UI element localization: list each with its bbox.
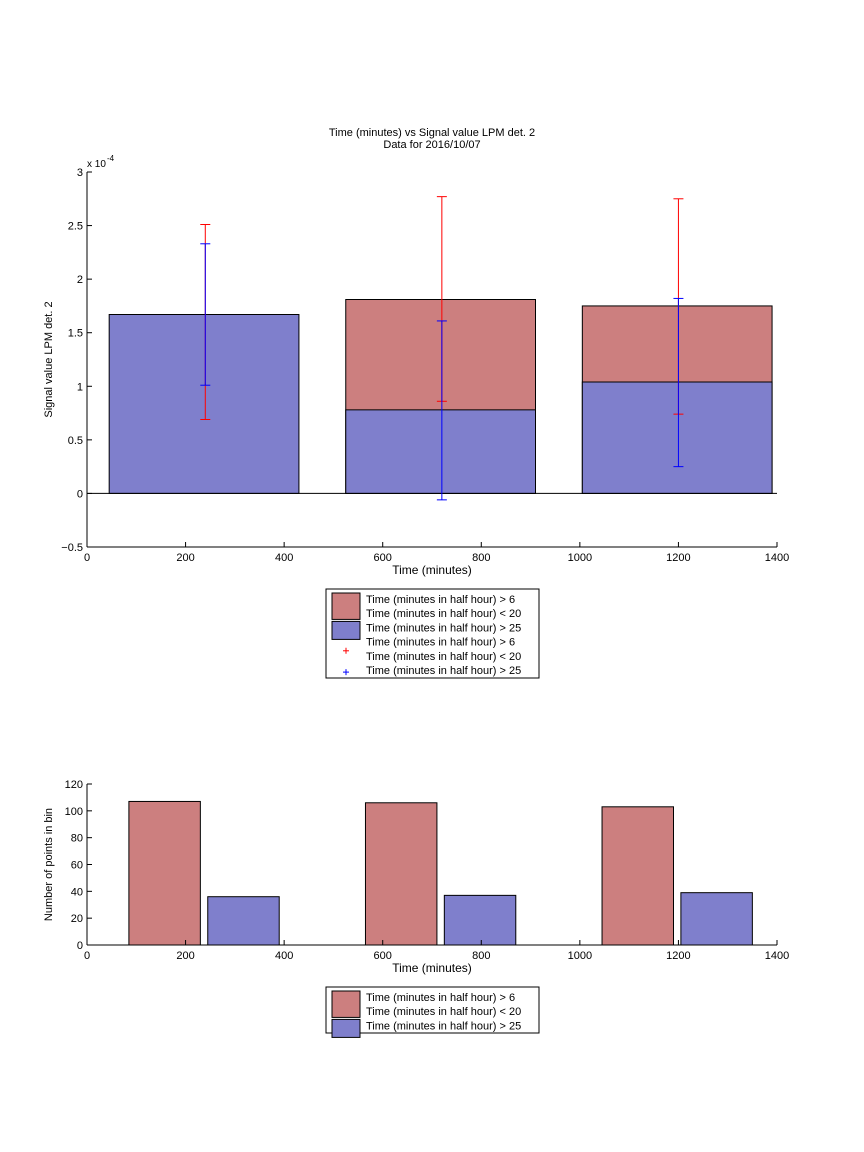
y-tick-label: 1 <box>77 381 83 393</box>
bar-blue <box>108 314 300 494</box>
y-tick-label: 1.5 <box>68 328 83 340</box>
y-axis-label: Signal value LPM det. 2 <box>43 301 55 417</box>
legend-swatch-red <box>331 592 361 620</box>
y-tick-label: 0 <box>77 940 83 952</box>
bar-red <box>601 806 674 946</box>
y-axis-label: Number of points in bin <box>43 808 55 921</box>
x-tick-label: 400 <box>275 950 293 962</box>
y-tick-label: −0.5 <box>61 542 83 554</box>
x-axis-label: Time (minutes) <box>392 563 472 577</box>
x-tick-label: 600 <box>374 950 392 962</box>
legend-entry-label: Time (minutes in half hour) > 25 <box>366 1020 521 1032</box>
bar-blue <box>680 892 753 946</box>
x-tick-label: 1000 <box>568 552 592 564</box>
y-tick-label: 20 <box>71 913 83 925</box>
legend-box <box>325 986 540 1034</box>
legend-entry-label: Time (minutes in half hour) > 25 <box>366 665 521 677</box>
y-tick-label: 2.5 <box>68 221 83 233</box>
x-tick-label: 1200 <box>666 950 690 962</box>
bar-red <box>128 800 201 946</box>
y-exponent-power: -4 <box>107 154 115 163</box>
legend-swatch-blue <box>331 620 361 640</box>
bar-red <box>364 802 438 946</box>
y-tick-label: 0 <box>77 488 83 500</box>
y-tick-label: 80 <box>71 833 83 845</box>
x-tick-label: 1400 <box>765 552 789 564</box>
legend-box <box>325 588 540 679</box>
x-tick-label: 800 <box>472 552 490 564</box>
y-exponent-label: x 10 <box>87 159 106 170</box>
legend-entry-label: Time (minutes in half hour) < 20 <box>366 608 521 620</box>
legend-entry-label: Time (minutes in half hour) < 20 <box>366 651 521 663</box>
x-tick-label: 1200 <box>666 552 690 564</box>
x-tick-label: 200 <box>176 552 194 564</box>
bar-blue <box>581 381 773 494</box>
legend-entry-label: Time (minutes in half hour) > 6 <box>366 637 515 649</box>
x-tick-label: 400 <box>275 552 293 564</box>
bar-blue <box>443 894 517 946</box>
x-tick-label: 0 <box>84 552 90 564</box>
chart-title: Data for 2016/10/07 <box>383 139 480 151</box>
bar-blue <box>207 896 280 946</box>
x-tick-label: 0 <box>84 950 90 962</box>
legend-swatch-red <box>331 990 361 1018</box>
x-tick-label: 200 <box>176 950 194 962</box>
x-axis-label: Time (minutes) <box>392 961 472 975</box>
legend-swatch-blue <box>331 1018 361 1038</box>
y-tick-label: 3 <box>77 167 83 179</box>
x-tick-label: 1400 <box>765 950 789 962</box>
chart-title: Time (minutes) vs Signal value LPM det. … <box>329 127 535 139</box>
x-tick-label: 1000 <box>568 950 592 962</box>
legend-entry-label: Time (minutes in half hour) < 20 <box>366 1006 521 1018</box>
legend-entry-label: Time (minutes in half hour) > 6 <box>366 992 515 1004</box>
x-tick-label: 800 <box>472 950 490 962</box>
y-tick-label: 120 <box>65 779 83 791</box>
y-tick-label: 40 <box>71 886 83 898</box>
bar-blue <box>345 409 536 494</box>
x-tick-label: 600 <box>374 552 392 564</box>
legend-entry-label: Time (minutes in half hour) > 25 <box>366 622 521 634</box>
y-tick-label: 0.5 <box>68 435 83 447</box>
y-tick-label: 60 <box>71 860 83 872</box>
legend-entry-label: Time (minutes in half hour) > 6 <box>366 594 515 606</box>
y-tick-label: 2 <box>77 274 83 286</box>
y-tick-label: 100 <box>65 806 83 818</box>
